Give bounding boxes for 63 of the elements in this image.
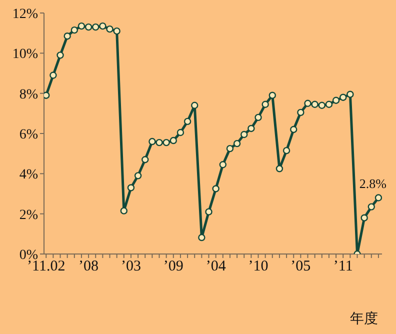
x-tick-label: ’08 — [78, 258, 99, 275]
point — [332, 96, 340, 104]
point — [99, 22, 106, 30]
y-tick-label: 4% — [19, 168, 38, 183]
point — [120, 207, 128, 214]
point — [297, 108, 304, 116]
point — [148, 138, 156, 146]
point — [240, 130, 248, 138]
x-tick-label: ’11.02 — [27, 258, 66, 275]
point — [113, 27, 120, 35]
y-tick-label: 6% — [19, 127, 38, 142]
x-tick-label: ’11 — [333, 258, 353, 275]
annotation: 2.8% — [359, 176, 387, 191]
point — [318, 102, 326, 109]
x-axis-title: 年度 — [350, 310, 378, 328]
point — [276, 165, 284, 172]
point — [282, 146, 290, 154]
y-tick-label: 12% — [12, 6, 38, 22]
point — [254, 114, 262, 122]
x-tick-label: ’03 — [120, 258, 141, 275]
point — [50, 72, 57, 79]
x-tick-label: ’09 — [163, 258, 184, 275]
point — [290, 126, 298, 134]
y-tick-label: 2% — [19, 208, 38, 223]
point — [176, 128, 184, 136]
point — [262, 100, 269, 108]
point — [311, 100, 318, 108]
x-tick-label: ’05 — [290, 258, 311, 275]
point — [170, 136, 177, 144]
point — [184, 118, 192, 126]
point — [219, 161, 226, 168]
point — [106, 25, 114, 33]
point — [198, 234, 206, 242]
point — [44, 92, 50, 99]
point — [78, 22, 86, 30]
point — [268, 92, 276, 99]
y-tick-label: 10% — [12, 47, 38, 62]
point — [340, 94, 347, 101]
point — [84, 23, 92, 31]
y-tick-label: 8% — [19, 87, 38, 102]
point — [191, 102, 198, 109]
point — [92, 23, 100, 31]
point — [134, 172, 142, 180]
point — [346, 90, 354, 98]
point — [248, 124, 255, 132]
point — [162, 138, 170, 146]
point — [374, 194, 382, 202]
point — [142, 156, 149, 164]
point — [304, 100, 312, 107]
point — [368, 203, 375, 210]
point — [205, 208, 212, 216]
point — [156, 138, 163, 146]
point — [226, 144, 234, 152]
point — [212, 185, 220, 192]
x-tick-label: ’04 — [206, 258, 226, 275]
x-tick-label: ’10 — [248, 258, 268, 275]
point — [127, 184, 135, 192]
point — [325, 100, 333, 108]
point — [56, 52, 64, 59]
point — [64, 32, 71, 40]
point — [360, 214, 368, 222]
point — [233, 140, 241, 148]
point — [70, 26, 78, 34]
